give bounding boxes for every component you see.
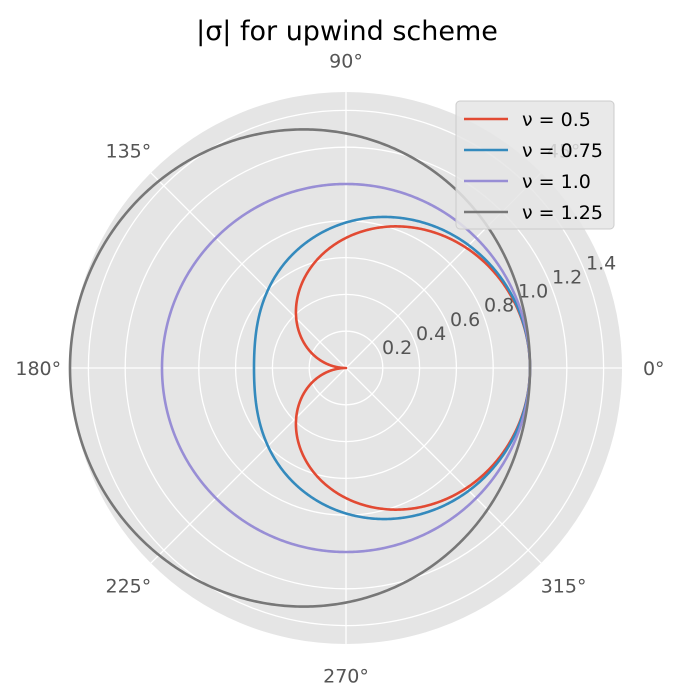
- legend-label: ν = 1.0: [522, 171, 591, 193]
- theta-tick-label: 135°: [106, 140, 152, 162]
- legend-entries: ν = 0.5 ν = 0.75 ν = 1.0 ν = 1.25: [464, 109, 603, 224]
- radial-tick-labels: 0.20.40.60.81.01.21.4: [382, 252, 616, 358]
- theta-tick-label: 225°: [106, 576, 152, 598]
- legend-label: ν = 0.75: [522, 140, 603, 162]
- r-tick-label: 1.2: [552, 267, 582, 289]
- r-tick-label: 0.6: [450, 309, 480, 331]
- angular-gridline-5: [150, 367, 347, 564]
- legend: ν = 0.5 ν = 0.75 ν = 1.0 ν = 1.25: [455, 100, 615, 230]
- chart-title: |σ| for upwind scheme: [196, 16, 498, 47]
- legend-box: [455, 100, 615, 230]
- r-tick-label: 1.4: [586, 252, 616, 274]
- theta-tick-label: 270°: [323, 666, 369, 688]
- series-line-0: [294, 225, 532, 511]
- theta-tick-label: 180°: [15, 358, 61, 380]
- series-line-3: [68, 128, 532, 608]
- r-tick-label: 0.2: [382, 337, 412, 359]
- r-tick-label: 0.8: [484, 295, 514, 317]
- theta-tick-label: 90°: [329, 50, 363, 72]
- theta-tick-label: 315°: [541, 576, 587, 598]
- r-tick-label: 1.0: [518, 281, 548, 303]
- angular-gridline-7: [345, 367, 542, 564]
- theta-tick-label: 0°: [643, 358, 665, 380]
- r-tick-label: 0.4: [416, 323, 446, 345]
- series-line-1: [252, 215, 532, 521]
- data-series: [68, 128, 532, 608]
- series-line-2: [160, 182, 532, 554]
- legend-label: ν = 0.5: [522, 109, 591, 131]
- legend-label: ν = 1.25: [522, 202, 603, 224]
- angular-gridline-3: [150, 172, 347, 369]
